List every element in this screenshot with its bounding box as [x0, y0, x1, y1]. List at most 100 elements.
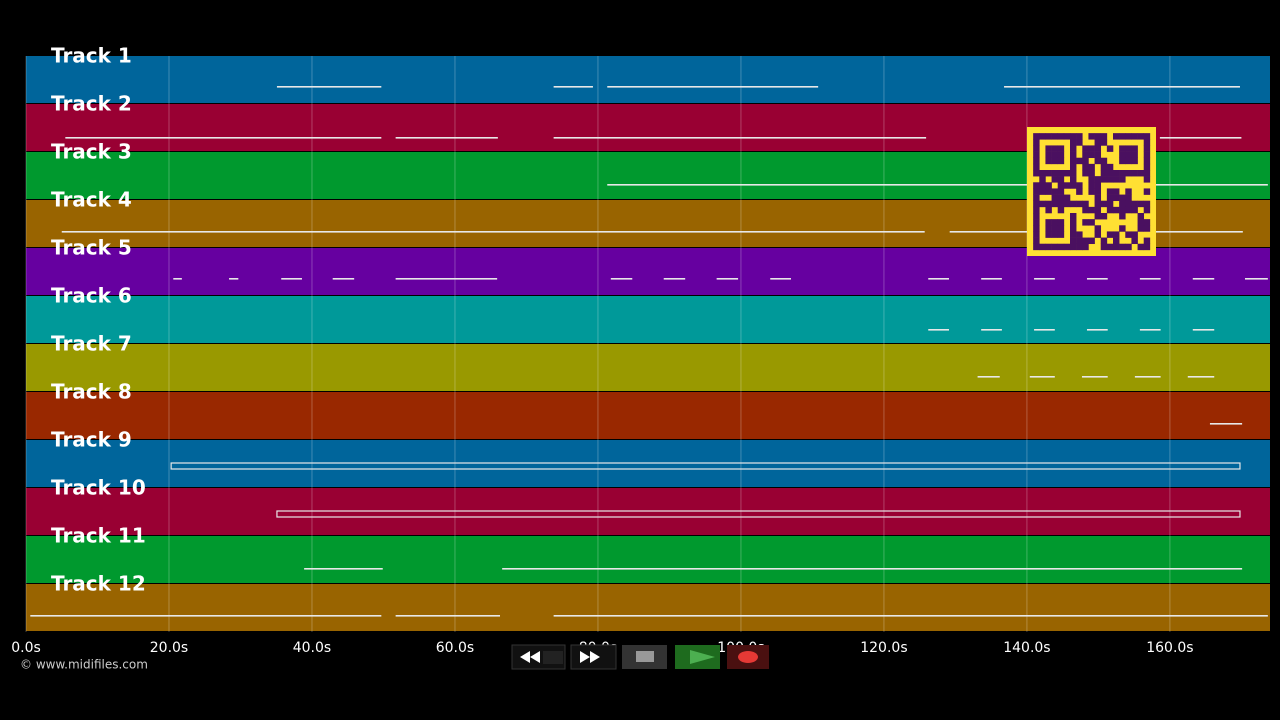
qr-cell: [1045, 182, 1052, 189]
qr-cell: [1106, 231, 1114, 238]
rewind-button[interactable]: [511, 644, 566, 670]
qr-cell: [1088, 163, 1095, 171]
qr-cell: [1045, 225, 1052, 232]
note-span: [1086, 278, 1108, 280]
track-row: [26, 344, 1270, 391]
qr-cell: [1088, 237, 1095, 245]
qr-cell: [1039, 182, 1046, 189]
qr-cell: [1143, 170, 1151, 177]
track-name: Track 1: [51, 44, 132, 68]
note-span: [304, 568, 383, 570]
qr-cell: [1051, 151, 1059, 159]
qr-cell: [1131, 206, 1138, 214]
qr-cell: [1088, 151, 1095, 159]
qr-cell: [1082, 151, 1089, 159]
qr-cell: [1051, 157, 1059, 165]
qr-cell: [1143, 188, 1151, 195]
qr-cell: [1033, 151, 1040, 159]
play-button[interactable]: [675, 645, 720, 669]
qr-cell: [1119, 133, 1126, 140]
qr-cell: [1082, 145, 1089, 152]
qr-cell: [1057, 219, 1065, 226]
qr-cell: [1033, 163, 1040, 171]
qr-cell: [1033, 182, 1040, 189]
qr-cell: [1094, 157, 1102, 165]
qr-cell: [1131, 170, 1138, 177]
qr-cell: [1070, 151, 1077, 159]
qr-cell: [1131, 145, 1138, 152]
qr-cell: [1076, 182, 1083, 189]
qr-cell: [1106, 206, 1114, 214]
note-span: [1244, 278, 1268, 280]
qr-cell: [1045, 151, 1052, 159]
qr-cell: [1045, 231, 1052, 238]
qr-cell: [1051, 194, 1059, 202]
qr-cell: [1033, 170, 1040, 177]
qr-cell: [1033, 219, 1040, 226]
qr-cell: [1113, 133, 1120, 140]
qr-cell: [1106, 170, 1114, 177]
qr-cell: [1070, 243, 1077, 251]
qr-cell: [1063, 243, 1071, 251]
qr-cell: [1033, 157, 1040, 165]
qr-cell: [1143, 200, 1151, 208]
qr-cell: [1100, 170, 1108, 177]
tick-label: 60.0s: [436, 640, 474, 656]
qr-cell: [1045, 188, 1052, 195]
qr-cell: [1033, 145, 1040, 152]
qr-cell: [1070, 157, 1077, 165]
qr-cell: [1137, 219, 1145, 226]
note-span: [1086, 329, 1108, 331]
tick-label: 140.0s: [1003, 640, 1050, 656]
qr-cell: [1100, 139, 1108, 146]
qr-cell: [1088, 188, 1095, 195]
qr-cell: [1113, 231, 1120, 238]
track-row: [26, 392, 1270, 439]
qr-cell: [1033, 231, 1040, 238]
qr-cell: [1094, 231, 1102, 238]
qr-cell: [1131, 133, 1138, 140]
forward-button[interactable]: [570, 644, 617, 670]
qr-cell: [1057, 170, 1065, 177]
qr-code: [1027, 127, 1156, 256]
note-span: [1134, 376, 1161, 378]
qr-cell: [1125, 188, 1132, 195]
qr-cell: [1045, 170, 1052, 177]
qr-cell: [1125, 151, 1132, 159]
qr-cell: [1051, 170, 1059, 177]
qr-cell: [1100, 163, 1108, 171]
qr-cell: [1094, 176, 1102, 183]
qr-cell: [1045, 200, 1052, 208]
note-span: [502, 568, 1243, 570]
qr-cell: [1119, 176, 1126, 183]
qr-cell: [1082, 237, 1089, 245]
note-span: [281, 278, 302, 280]
qr-cell: [1119, 194, 1126, 202]
qr-cell: [1045, 145, 1052, 152]
note-span: [276, 510, 1241, 518]
note-span: [1004, 86, 1240, 88]
track-name: Track 4: [51, 188, 132, 212]
qr-cell: [1033, 243, 1040, 251]
qr-cell: [1063, 170, 1071, 177]
qr-cell: [1106, 163, 1114, 171]
qr-cell: [1131, 200, 1138, 208]
qr-cell: [1051, 133, 1059, 140]
qr-cell: [1125, 157, 1132, 165]
qr-cell: [1057, 194, 1065, 202]
note-span: [607, 184, 1268, 186]
qr-cell: [1125, 206, 1132, 214]
qr-cell: [1057, 133, 1065, 140]
qr-cell: [1070, 237, 1077, 245]
qr-cell: [1051, 176, 1059, 183]
note-span: [1187, 376, 1215, 378]
qr-cell: [1106, 200, 1114, 208]
note-span: [1192, 278, 1215, 280]
qr-cell: [1088, 206, 1095, 214]
stop-button[interactable]: [622, 645, 667, 669]
record-button[interactable]: [727, 645, 769, 669]
note-span: [276, 86, 382, 88]
qr-cell: [1051, 219, 1059, 226]
qr-cell: [1125, 200, 1132, 208]
qr-cell: [1125, 133, 1132, 140]
